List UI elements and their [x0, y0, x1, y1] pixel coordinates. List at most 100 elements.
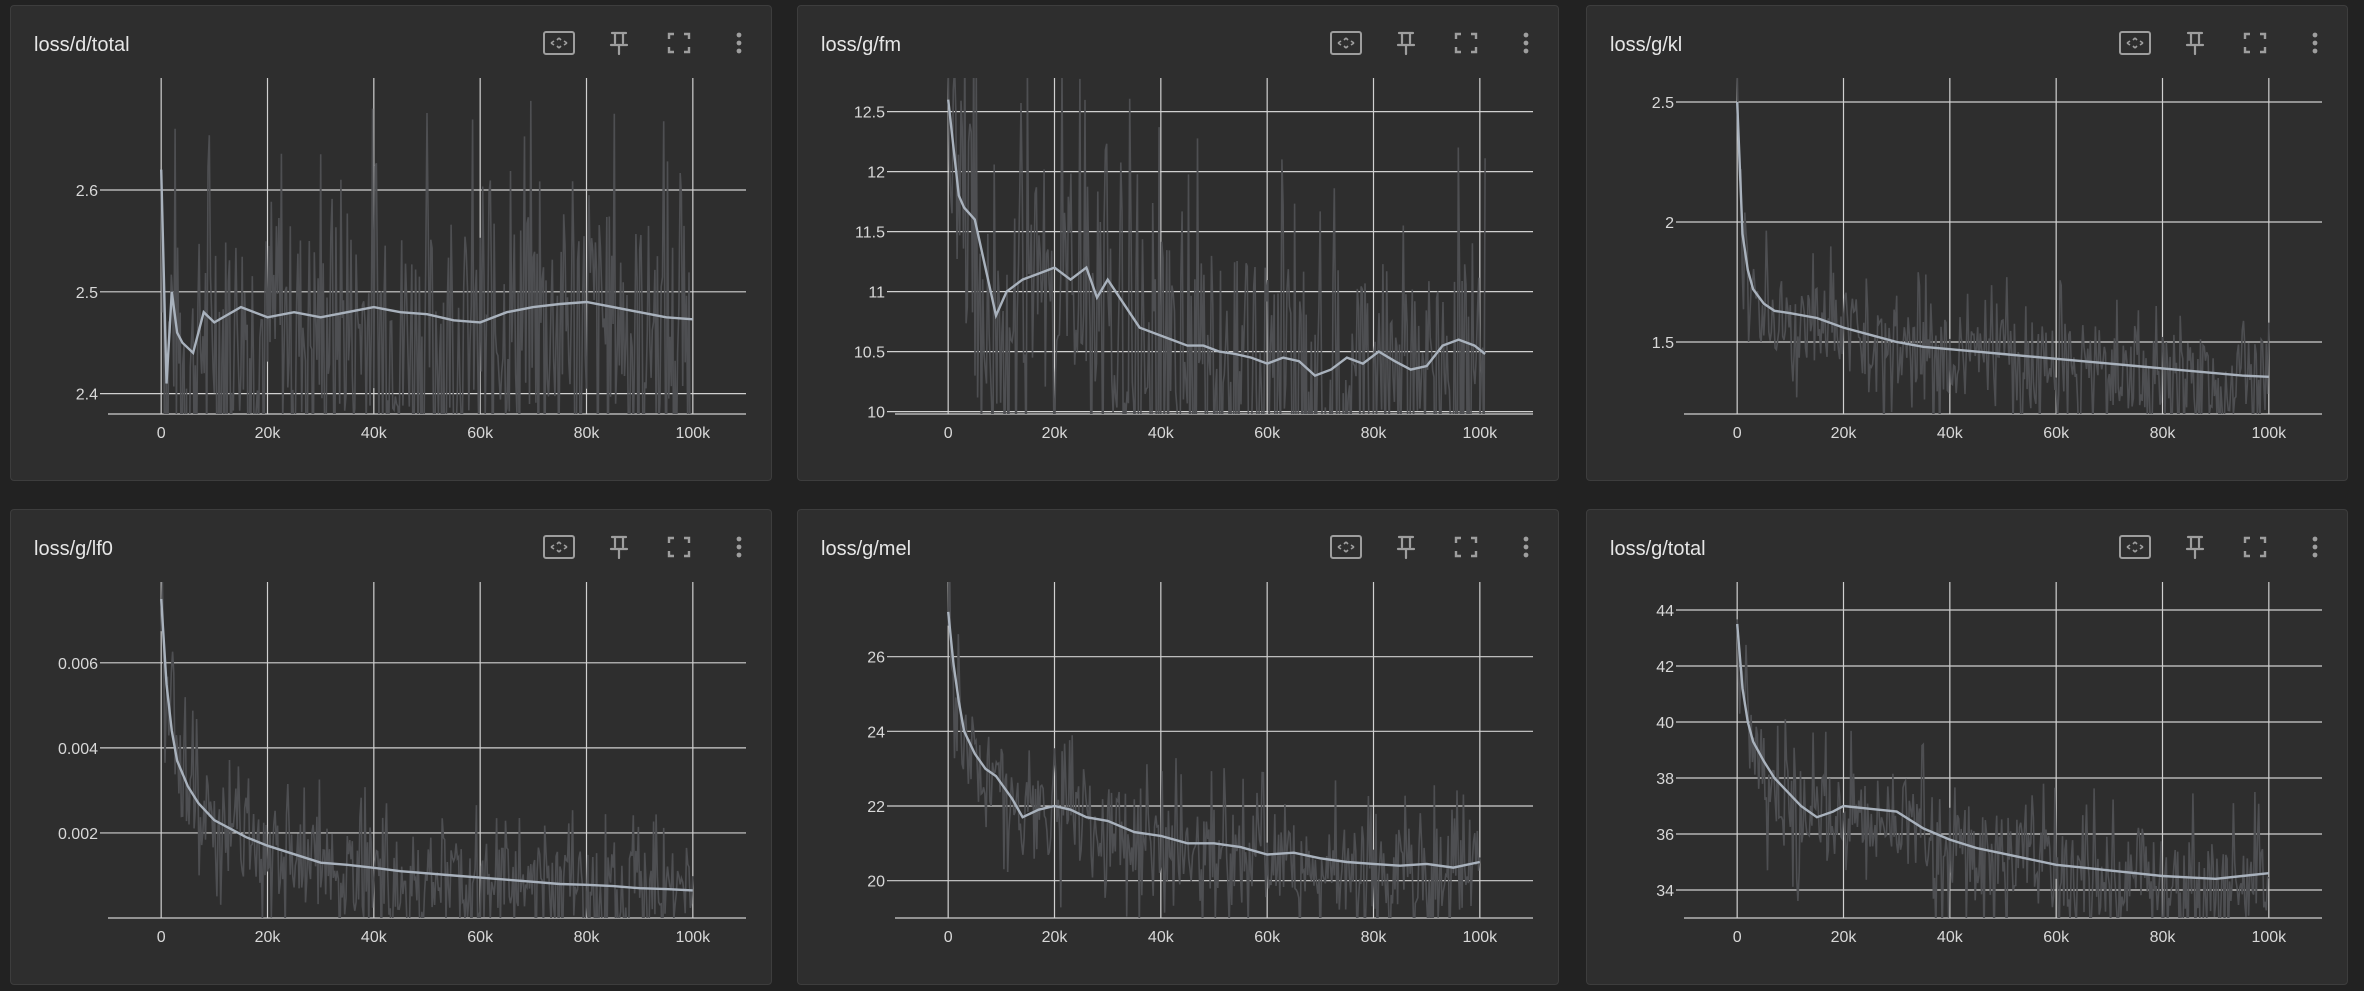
pin-button[interactable]: [601, 532, 637, 562]
x-tick-label: 80k: [2150, 929, 2177, 946]
fit-domain-button[interactable]: [1328, 28, 1364, 58]
fullscreen-button[interactable]: [661, 28, 697, 58]
x-tick-label: 40k: [1148, 425, 1175, 442]
more-vert-button[interactable]: [721, 28, 757, 58]
x-tick-label: 100k: [675, 425, 711, 442]
smoothed-series-line: [947, 99, 1486, 377]
pin-button[interactable]: [601, 28, 637, 58]
x-tick-label: 20k: [255, 425, 282, 442]
more-vert-button[interactable]: [721, 532, 757, 562]
line-chart[interactable]: 0 20k 40k 60k 80k 100k 20 22 24 26: [798, 510, 1560, 986]
fit-domain-button[interactable]: [2117, 532, 2153, 562]
fit-domain-icon: [1330, 535, 1362, 559]
y-tick-label: 0.002: [58, 826, 98, 843]
fullscreen-icon: [2243, 536, 2267, 558]
x-tick-label: 80k: [574, 929, 601, 946]
more-vert-icon: [1523, 32, 1529, 54]
chart-card: loss/g/lf0 0 20k 40k 60k 80k 100k 0.002 0.004 0.…: [10, 509, 772, 985]
more-vert-button[interactable]: [2297, 532, 2333, 562]
y-tick-label: 44: [1656, 603, 1674, 620]
x-tick-label: 60k: [467, 425, 494, 442]
chart-card: loss/g/total 0 20k 40k 60k 80k 100k 34 36 38 40 42…: [1586, 509, 2348, 985]
fullscreen-icon: [1454, 536, 1478, 558]
more-vert-icon: [736, 32, 742, 54]
x-tick-label: 0: [944, 929, 953, 946]
x-tick-label: 80k: [1361, 929, 1388, 946]
fit-domain-button[interactable]: [541, 532, 577, 562]
card-toolbar: [541, 28, 757, 58]
chart-card: loss/g/fm 0 20k 40k 60k 80k 100k 10 10.5 11 11.5 1…: [797, 5, 1559, 481]
x-tick-label: 40k: [1937, 929, 1964, 946]
fit-domain-icon: [2119, 535, 2151, 559]
x-tick-label: 100k: [1462, 425, 1498, 442]
chart-card: loss/d/total 0 20k 40k 60k 80k 100k 2.4 2.5 2.6: [10, 5, 772, 481]
card-toolbar: [2117, 532, 2333, 562]
card-toolbar: [1328, 28, 1544, 58]
raw-series-line: [947, 78, 1486, 414]
line-chart[interactable]: 0 20k 40k 60k 80k 100k 10 10.5 11 11.5 12 12.5: [798, 6, 1560, 482]
smoothed-series-line: [160, 169, 693, 384]
y-tick-label: 42: [1656, 659, 1674, 676]
x-tick-label: 80k: [574, 425, 601, 442]
y-tick-label: 26: [867, 650, 885, 667]
y-tick-label: 11.5: [855, 225, 885, 242]
more-vert-icon: [736, 536, 742, 558]
fullscreen-button[interactable]: [1448, 28, 1484, 58]
y-tick-label: 12.5: [854, 105, 885, 122]
x-tick-label: 20k: [1042, 929, 1069, 946]
line-chart[interactable]: 0 20k 40k 60k 80k 100k 2.4 2.5 2.6: [11, 6, 773, 482]
fullscreen-button[interactable]: [661, 532, 697, 562]
fit-domain-icon: [1330, 31, 1362, 55]
line-chart[interactable]: 0 20k 40k 60k 80k 100k 0.002 0.004 0.006: [11, 510, 773, 986]
y-tick-label: 34: [1656, 883, 1674, 900]
pin-icon: [609, 31, 629, 56]
raw-series-line: [160, 582, 694, 918]
x-tick-label: 20k: [255, 929, 282, 946]
line-chart[interactable]: 0 20k 40k 60k 80k 100k 34 36 38 40 42 44: [1587, 510, 2349, 986]
x-tick-label: 80k: [2150, 425, 2177, 442]
fullscreen-button[interactable]: [2237, 532, 2273, 562]
line-chart[interactable]: 0 20k 40k 60k 80k 100k 1.5 2 2.5: [1587, 6, 2349, 482]
x-tick-label: 60k: [467, 929, 494, 946]
fullscreen-icon: [2243, 32, 2267, 54]
pin-button[interactable]: [1388, 532, 1424, 562]
more-vert-icon: [2312, 32, 2318, 54]
pin-icon: [2185, 31, 2205, 56]
card-toolbar: [2117, 28, 2333, 58]
fullscreen-icon: [667, 32, 691, 54]
x-tick-label: 100k: [1462, 929, 1498, 946]
smoothed-series-line: [160, 598, 693, 892]
smoothed-series-line: [1736, 101, 2269, 378]
more-vert-button[interactable]: [2297, 28, 2333, 58]
y-tick-label: 2.4: [76, 387, 98, 404]
card-title: loss/d/total: [34, 34, 130, 56]
fit-domain-button[interactable]: [541, 28, 577, 58]
x-tick-label: 100k: [2251, 425, 2287, 442]
x-tick-label: 40k: [1937, 425, 1964, 442]
pin-button[interactable]: [2177, 532, 2213, 562]
y-tick-label: 2.5: [1652, 95, 1674, 112]
more-vert-button[interactable]: [1508, 532, 1544, 562]
raw-series-line: [1736, 78, 2270, 414]
pin-button[interactable]: [2177, 28, 2213, 58]
x-tick-label: 0: [1733, 425, 1742, 442]
fit-domain-icon: [2119, 31, 2151, 55]
y-tick-label: 36: [1656, 827, 1674, 844]
x-tick-label: 20k: [1042, 425, 1069, 442]
card-title: loss/g/lf0: [34, 538, 113, 560]
more-vert-icon: [2312, 536, 2318, 558]
pin-button[interactable]: [1388, 28, 1424, 58]
smoothed-series-line: [947, 611, 1481, 869]
fullscreen-button[interactable]: [1448, 532, 1484, 562]
x-tick-label: 40k: [361, 929, 388, 946]
more-vert-button[interactable]: [1508, 28, 1544, 58]
fit-domain-button[interactable]: [1328, 532, 1364, 562]
fullscreen-button[interactable]: [2237, 28, 2273, 58]
y-tick-label: 24: [867, 724, 885, 741]
fullscreen-icon: [1454, 32, 1478, 54]
x-tick-label: 0: [157, 929, 166, 946]
fit-domain-button[interactable]: [2117, 28, 2153, 58]
x-tick-label: 0: [157, 425, 166, 442]
card-title: loss/g/fm: [821, 34, 902, 56]
y-tick-label: 11: [868, 285, 885, 302]
